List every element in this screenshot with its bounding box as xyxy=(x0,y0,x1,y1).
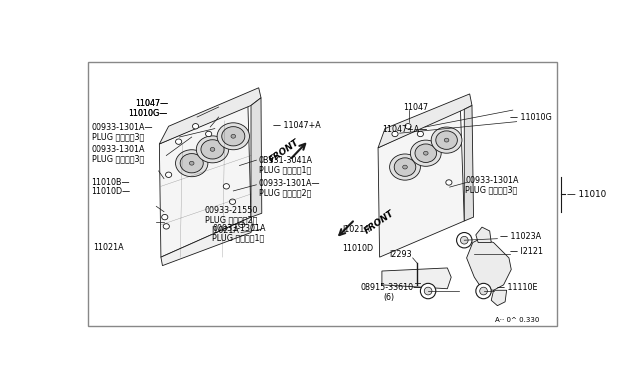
Text: PLUG プラグ（1）: PLUG プラグ（1） xyxy=(212,233,265,243)
Ellipse shape xyxy=(390,154,420,180)
Circle shape xyxy=(456,232,472,248)
Ellipse shape xyxy=(210,147,215,151)
Circle shape xyxy=(424,287,432,295)
Ellipse shape xyxy=(221,126,245,146)
Ellipse shape xyxy=(163,224,170,229)
Text: A·· 0^ 0.330: A·· 0^ 0.330 xyxy=(495,317,540,323)
Text: 11010D—: 11010D— xyxy=(92,187,131,196)
Polygon shape xyxy=(161,217,253,266)
Polygon shape xyxy=(251,98,262,217)
Text: — 11010G: — 11010G xyxy=(511,113,552,122)
Ellipse shape xyxy=(201,140,224,159)
Ellipse shape xyxy=(415,144,436,163)
Polygon shape xyxy=(492,290,507,306)
Text: 11047—: 11047— xyxy=(134,99,168,108)
Text: 11047—: 11047— xyxy=(134,99,168,108)
Circle shape xyxy=(460,236,468,244)
Ellipse shape xyxy=(403,165,407,169)
Ellipse shape xyxy=(196,136,228,163)
Text: 11010G—: 11010G— xyxy=(129,109,168,118)
Text: 11047+A—: 11047+A— xyxy=(382,125,427,134)
Text: 0B931-3041A: 0B931-3041A xyxy=(259,155,313,165)
Text: 11021A: 11021A xyxy=(93,243,124,253)
Ellipse shape xyxy=(444,138,449,142)
Ellipse shape xyxy=(189,161,194,165)
Text: PLUG プラグ（3）: PLUG プラグ（3） xyxy=(465,186,517,195)
Text: — 11023A: — 11023A xyxy=(500,232,541,241)
Text: — 11010: — 11010 xyxy=(566,189,606,199)
Ellipse shape xyxy=(231,134,236,138)
Text: I1021A: I1021A xyxy=(211,227,239,235)
Polygon shape xyxy=(476,227,492,243)
Ellipse shape xyxy=(436,131,458,150)
Text: 00933-1301A: 00933-1301A xyxy=(92,145,145,154)
Polygon shape xyxy=(159,106,251,257)
Ellipse shape xyxy=(230,199,236,205)
Text: 00933-21550: 00933-21550 xyxy=(205,206,258,215)
Text: I1021A: I1021A xyxy=(342,225,370,234)
Ellipse shape xyxy=(180,154,204,173)
Ellipse shape xyxy=(410,140,441,166)
Ellipse shape xyxy=(175,150,208,177)
Text: 00933-1301A—: 00933-1301A— xyxy=(259,179,320,188)
Ellipse shape xyxy=(394,158,416,176)
Ellipse shape xyxy=(431,127,462,153)
Text: — I2121: — I2121 xyxy=(511,247,543,256)
Text: (6): (6) xyxy=(383,293,395,302)
Polygon shape xyxy=(159,88,261,144)
Text: PLUG プラグ（3）: PLUG プラグ（3） xyxy=(92,132,144,141)
Text: 00933-1301A: 00933-1301A xyxy=(465,176,518,185)
Polygon shape xyxy=(378,109,464,257)
Text: 00933-1301A: 00933-1301A xyxy=(212,224,266,233)
Text: PLUG プラグ（3）: PLUG プラグ（3） xyxy=(92,154,144,163)
Text: FRONT: FRONT xyxy=(268,137,301,164)
Circle shape xyxy=(476,283,492,299)
Text: 11047: 11047 xyxy=(403,103,429,112)
Text: 08915-33610—: 08915-33610— xyxy=(360,283,422,292)
Text: PLUG プラグ（1）: PLUG プラグ（1） xyxy=(259,165,311,174)
Ellipse shape xyxy=(392,131,398,137)
Ellipse shape xyxy=(417,131,424,137)
Text: — 11110E: — 11110E xyxy=(497,283,538,292)
Text: 11010B—: 11010B— xyxy=(92,178,130,187)
Text: 00933-1301A—: 00933-1301A— xyxy=(92,123,153,132)
Ellipse shape xyxy=(446,180,452,185)
Ellipse shape xyxy=(205,131,212,137)
Ellipse shape xyxy=(175,139,182,144)
Polygon shape xyxy=(467,239,511,290)
Text: PLUG プラグ（2）: PLUG プラグ（2） xyxy=(205,215,257,224)
Text: PLUG プラグ（2）: PLUG プラグ（2） xyxy=(259,188,311,197)
Ellipse shape xyxy=(239,222,245,228)
Text: 11010G—: 11010G— xyxy=(129,109,168,118)
Ellipse shape xyxy=(162,214,168,220)
Ellipse shape xyxy=(166,172,172,177)
Text: — 11047+A: — 11047+A xyxy=(273,121,320,130)
Text: FRONT: FRONT xyxy=(363,208,396,235)
Polygon shape xyxy=(382,268,451,289)
Circle shape xyxy=(480,287,488,295)
Ellipse shape xyxy=(223,184,230,189)
Text: I2293: I2293 xyxy=(390,250,412,259)
Ellipse shape xyxy=(405,124,411,129)
Text: 11010D: 11010D xyxy=(342,244,373,253)
Ellipse shape xyxy=(217,123,250,150)
Polygon shape xyxy=(464,106,474,221)
Circle shape xyxy=(420,283,436,299)
Polygon shape xyxy=(378,94,472,148)
Ellipse shape xyxy=(424,151,428,155)
Ellipse shape xyxy=(193,124,198,129)
